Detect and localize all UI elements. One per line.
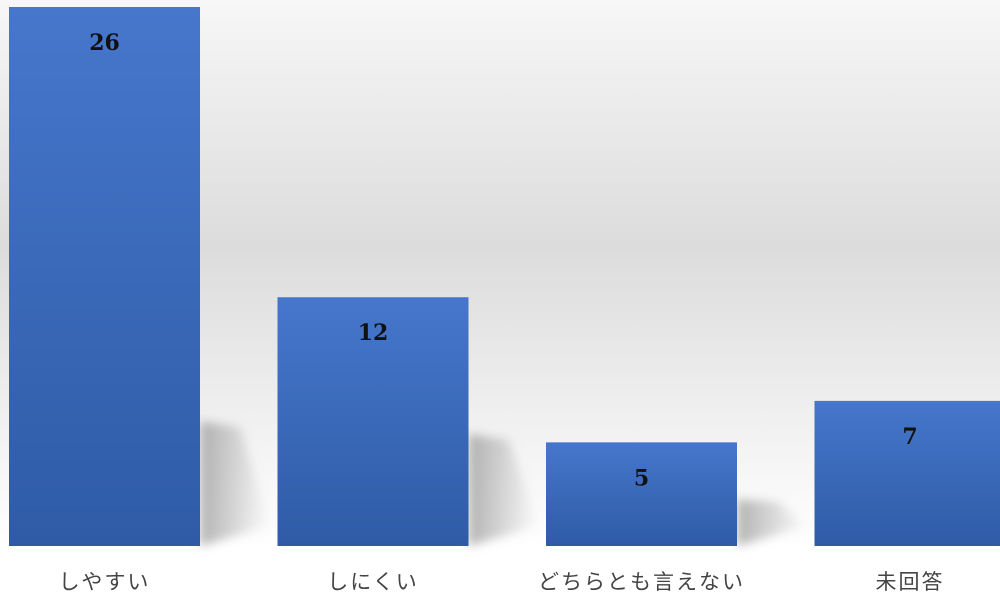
category-labels: しやすい しにくい どちらとも言えない 未回答: [59, 570, 945, 594]
category-label: 未回答: [876, 570, 945, 594]
bar: [814, 400, 1000, 546]
data-label: 5: [634, 465, 649, 491]
data-label: 26: [89, 30, 120, 56]
axis-band: [0, 548, 1000, 596]
category-label: どちらとも言えない: [538, 570, 745, 594]
category-label: しにくい: [327, 570, 419, 594]
data-label: 12: [358, 320, 389, 346]
bar-shadow: [200, 421, 270, 546]
bar-shadow: [737, 499, 807, 546]
category-label: しやすい: [59, 570, 151, 594]
data-labels: 26 12 5 7: [89, 30, 917, 491]
bar: [277, 297, 469, 546]
bar-shadow: [468, 434, 539, 546]
bar: [546, 442, 737, 546]
bars: [9, 7, 1000, 546]
bar: [9, 7, 200, 546]
bar-shadows: [200, 421, 807, 546]
data-label: 7: [902, 424, 917, 450]
